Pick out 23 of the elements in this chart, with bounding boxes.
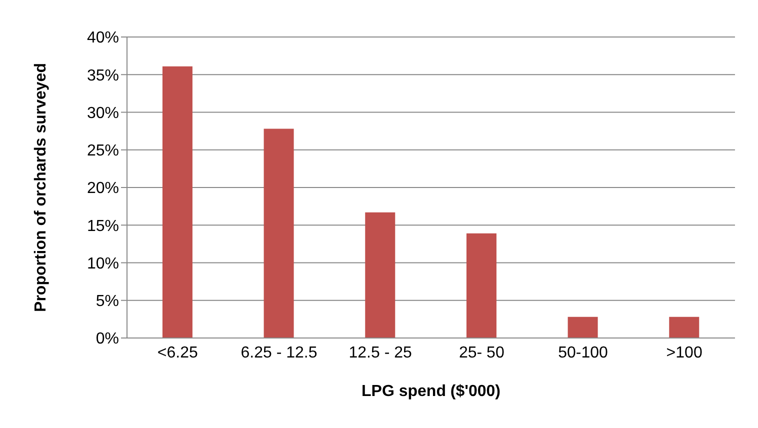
y-tick-label: 30%	[86, 104, 119, 122]
y-tick-label: 20%	[86, 180, 119, 198]
y-tick-label: 25%	[86, 142, 119, 160]
x-tick-label: >100	[666, 344, 702, 362]
y-tick-label: 5%	[96, 293, 119, 310]
x-tick-label: 25- 50	[458, 344, 504, 362]
x-tick-label: 12.5 - 25	[348, 344, 412, 362]
bar	[568, 316, 598, 338]
x-axis-title: LPG spend ($'000)	[362, 383, 500, 400]
y-axis-title: Proportion of orchards surveyed	[32, 63, 50, 312]
bar	[264, 128, 294, 338]
bar	[669, 316, 700, 338]
x-tick-label: 50-100	[558, 344, 608, 362]
x-tick-label: 6.25 - 12.5	[240, 344, 318, 362]
y-tick-label: 35%	[86, 67, 119, 84]
y-tick-label: 0%	[96, 330, 119, 348]
y-tick-label: 40%	[86, 30, 119, 47]
x-tick-label: <6.25	[157, 344, 198, 362]
y-tick-label: 10%	[86, 255, 119, 272]
bar	[162, 66, 192, 338]
bar	[365, 212, 396, 338]
bar	[466, 233, 496, 338]
y-tick-label: 15%	[86, 218, 119, 235]
